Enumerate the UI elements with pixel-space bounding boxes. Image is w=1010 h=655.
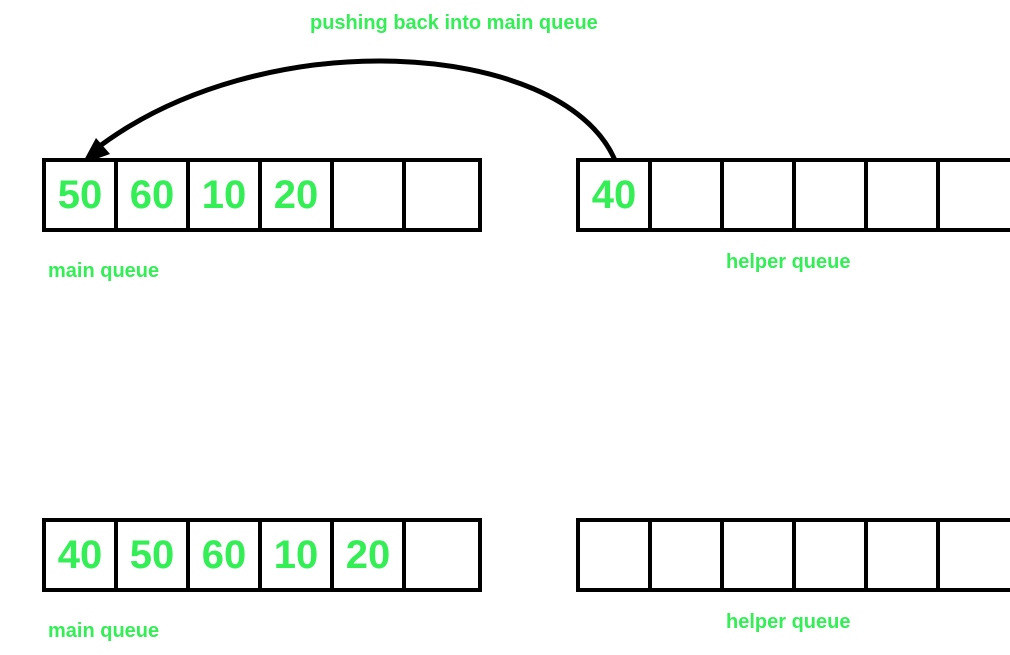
helper-queue-step-2 [576, 518, 1010, 592]
helper-queue-1-cell-5 [868, 162, 940, 228]
helper-queue-1-label: helper queue [726, 251, 850, 274]
arrow-label: pushing back into main queue [310, 12, 598, 35]
main-queue-2-label: main queue [48, 620, 159, 643]
helper-queue-2-cell-5 [868, 522, 940, 588]
helper-queue-2-label: helper queue [726, 611, 850, 634]
helper-queue-1-cell-4 [796, 162, 868, 228]
helper-queue-2-cell-1 [580, 522, 652, 588]
main-queue-1-cell-3: 10 [190, 162, 262, 228]
main-queue-step-2: 40 50 60 10 20 [42, 518, 482, 592]
main-queue-1-cell-2: 60 [118, 162, 190, 228]
main-queue-2-cell-2: 50 [118, 522, 190, 588]
helper-queue-1-cell-6 [940, 162, 1010, 228]
helper-queue-1-cell-1: 40 [580, 162, 652, 228]
main-queue-2-cell-4: 10 [262, 522, 334, 588]
main-queue-2-cell-6 [406, 522, 478, 588]
helper-queue-1-cell-2 [652, 162, 724, 228]
main-queue-2-cell-1: 40 [46, 522, 118, 588]
main-queue-1-cell-6 [406, 162, 478, 228]
main-queue-1-label: main queue [48, 260, 159, 283]
helper-queue-step-1: 40 [576, 158, 1010, 232]
helper-queue-2-cell-3 [724, 522, 796, 588]
helper-queue-1-cell-3 [724, 162, 796, 228]
push-back-arrow [92, 61, 614, 158]
main-queue-step-1: 50 60 10 20 [42, 158, 482, 232]
helper-queue-2-cell-6 [940, 522, 1010, 588]
main-queue-1-cell-4: 20 [262, 162, 334, 228]
main-queue-1-cell-1: 50 [46, 162, 118, 228]
helper-queue-2-cell-4 [796, 522, 868, 588]
main-queue-1-cell-5 [334, 162, 406, 228]
main-queue-2-cell-5: 20 [334, 522, 406, 588]
helper-queue-2-cell-2 [652, 522, 724, 588]
main-queue-2-cell-3: 60 [190, 522, 262, 588]
